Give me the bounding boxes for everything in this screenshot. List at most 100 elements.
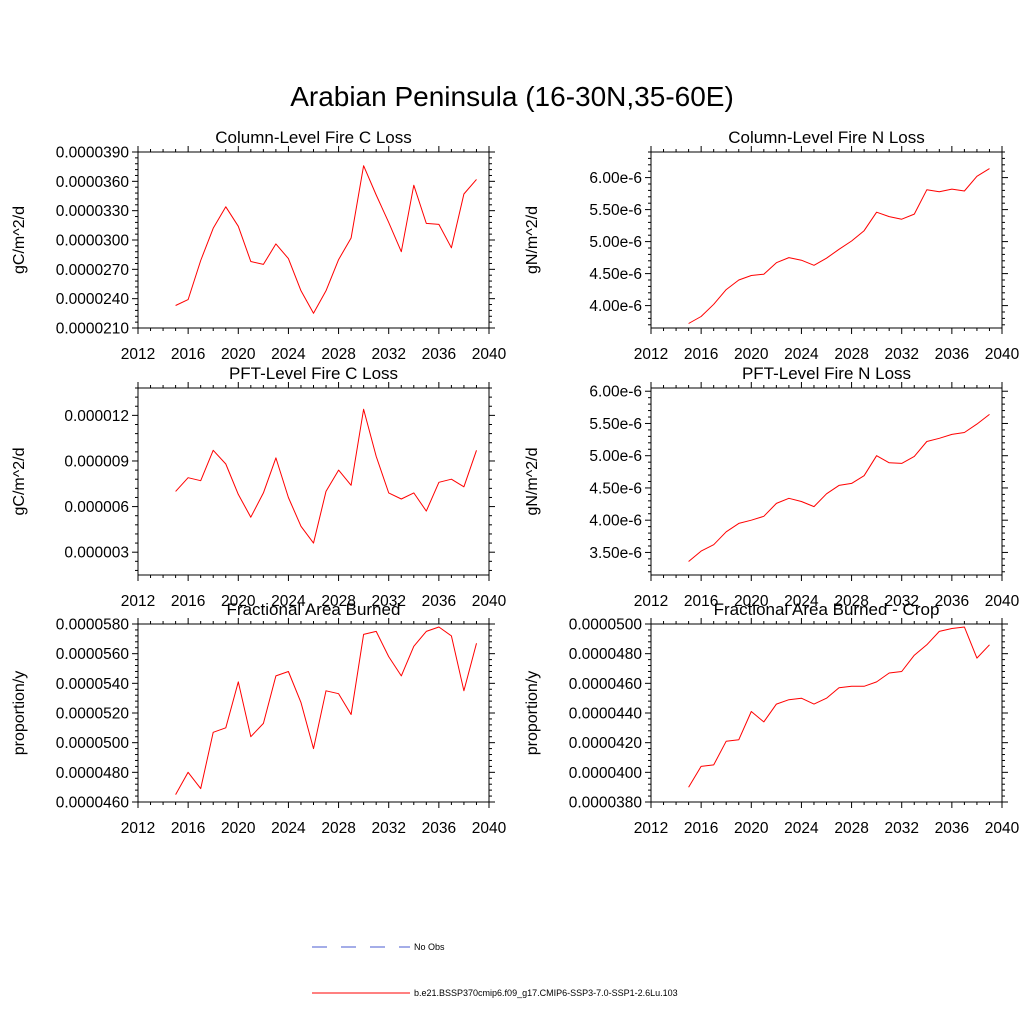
x-tick-label: 2028 bbox=[321, 820, 355, 837]
panels: Column-Level Fire C Loss gC/m^2/d 2012 2016… bbox=[11, 128, 1020, 837]
x-tick-label: 2028 bbox=[834, 346, 868, 363]
x-tick-label: 2016 bbox=[171, 593, 205, 610]
x-tick-label: 2012 bbox=[634, 346, 668, 363]
chart-panel: PFT-Level Fire C Loss gC/m^2/d 2012 2016 202… bbox=[11, 364, 507, 610]
x-tick-label: 2012 bbox=[121, 346, 155, 363]
x-tick-label: 2020 bbox=[221, 346, 256, 363]
x-tick-label: 2040 bbox=[472, 593, 507, 610]
plot-frame bbox=[650, 623, 1003, 803]
plot-frame bbox=[137, 387, 490, 576]
y-axis-label: gC/m^2/d bbox=[11, 448, 28, 516]
x-tick-label: 2032 bbox=[884, 820, 918, 837]
legend-label: b.e21.BSSP370cmip6.f09_g17.CMIP6-SSP3-7.… bbox=[414, 988, 678, 998]
x-tick-label: 2024 bbox=[784, 820, 819, 837]
y-axis-label: proportion/y bbox=[11, 671, 28, 756]
series-line bbox=[688, 168, 990, 324]
y-tick-label: 0.000003 bbox=[64, 545, 129, 562]
y-tick-label: 0.0000300 bbox=[56, 233, 130, 250]
plot-frame bbox=[650, 387, 1003, 576]
plot-frame bbox=[650, 151, 1003, 329]
x-tick-label: 2040 bbox=[985, 820, 1020, 837]
x-tick-label: 2020 bbox=[221, 820, 256, 837]
panel-title: Fractional Area Burned bbox=[227, 600, 401, 619]
y-tick-label: 0.0000420 bbox=[569, 735, 643, 752]
chart-panel: Fractional Area Burned proportion/y 2012 20… bbox=[11, 600, 507, 837]
x-tick-label: 2036 bbox=[935, 593, 969, 610]
y-tick-label: 0.0000390 bbox=[56, 145, 130, 162]
x-tick-label: 2040 bbox=[985, 593, 1020, 610]
chart-panel: PFT-Level Fire N Loss gN/m^2/d 2012 2016 202… bbox=[524, 364, 1020, 610]
plot-frame bbox=[137, 151, 490, 329]
x-tick-label: 2024 bbox=[784, 346, 819, 363]
y-tick-label: 3.50e-6 bbox=[589, 545, 642, 562]
y-tick-label: 0.0000210 bbox=[56, 321, 130, 338]
panel-title: Fractional Area Burned - Crop bbox=[714, 600, 940, 619]
x-tick-label: 2036 bbox=[422, 346, 456, 363]
x-tick-label: 2032 bbox=[371, 346, 405, 363]
panel-title: PFT-Level Fire N Loss bbox=[742, 364, 911, 383]
y-tick-label: 0.0000360 bbox=[56, 174, 130, 191]
x-tick-label: 2036 bbox=[422, 820, 456, 837]
y-tick-label: 5.00e-6 bbox=[589, 234, 642, 251]
y-tick-label: 0.0000580 bbox=[56, 617, 130, 634]
y-tick-label: 5.50e-6 bbox=[589, 416, 642, 433]
chart-panel: Column-Level Fire N Loss gN/m^2/d 2012 2016… bbox=[524, 128, 1020, 363]
y-tick-label: 6.00e-6 bbox=[589, 384, 642, 401]
y-tick-label: 0.0000520 bbox=[56, 706, 130, 723]
y-tick-label: 0.0000540 bbox=[56, 676, 130, 693]
x-tick-label: 2032 bbox=[884, 593, 918, 610]
y-tick-label: 0.0000440 bbox=[569, 706, 643, 723]
y-tick-label: 6.00e-6 bbox=[589, 170, 642, 187]
panel-title: Column-Level Fire C Loss bbox=[215, 128, 412, 147]
y-tick-label: 4.00e-6 bbox=[589, 513, 642, 530]
chart-panel: Fractional Area Burned - Crop proportion/… bbox=[524, 600, 1020, 837]
x-tick-label: 2020 bbox=[221, 593, 256, 610]
x-tick-label: 2016 bbox=[684, 820, 718, 837]
x-tick-label: 2012 bbox=[121, 593, 155, 610]
y-axis-label: gC/m^2/d bbox=[11, 206, 28, 274]
x-tick-label: 2040 bbox=[472, 346, 507, 363]
y-tick-label: 0.0000480 bbox=[56, 765, 130, 782]
y-tick-label: 0.0000480 bbox=[569, 646, 643, 663]
y-tick-label: 5.50e-6 bbox=[589, 202, 642, 219]
y-tick-label: 0.0000240 bbox=[56, 291, 130, 308]
x-tick-label: 2012 bbox=[634, 593, 668, 610]
series-line bbox=[175, 165, 477, 314]
y-tick-label: 0.0000330 bbox=[56, 203, 130, 220]
series-line bbox=[688, 626, 990, 788]
x-tick-label: 2032 bbox=[884, 346, 918, 363]
y-tick-label: 0.0000560 bbox=[56, 646, 130, 663]
x-tick-label: 2036 bbox=[935, 820, 969, 837]
y-tick-label: 0.0000400 bbox=[569, 765, 643, 782]
x-tick-label: 2028 bbox=[321, 346, 355, 363]
x-tick-label: 2036 bbox=[422, 593, 456, 610]
x-tick-label: 2024 bbox=[271, 346, 306, 363]
y-tick-label: 4.50e-6 bbox=[589, 266, 642, 283]
x-tick-label: 2012 bbox=[634, 820, 668, 837]
y-tick-label: 5.00e-6 bbox=[589, 448, 642, 465]
x-tick-label: 2012 bbox=[121, 820, 155, 837]
x-tick-label: 2020 bbox=[734, 820, 769, 837]
panel-title: PFT-Level Fire C Loss bbox=[229, 364, 398, 383]
x-tick-label: 2024 bbox=[271, 820, 306, 837]
y-tick-label: 4.00e-6 bbox=[589, 298, 642, 315]
y-tick-label: 0.000009 bbox=[64, 453, 129, 470]
x-tick-label: 2036 bbox=[935, 346, 969, 363]
y-tick-label: 0.000006 bbox=[64, 499, 129, 516]
x-tick-label: 2016 bbox=[684, 346, 718, 363]
figure-title: Arabian Peninsula (16-30N,35-60E) bbox=[290, 81, 734, 112]
y-tick-label: 0.000012 bbox=[64, 408, 129, 425]
x-tick-label: 2016 bbox=[684, 593, 718, 610]
y-tick-label: 0.0000270 bbox=[56, 262, 130, 279]
x-tick-label: 2028 bbox=[834, 820, 868, 837]
y-tick-label: 0.0000380 bbox=[569, 795, 643, 812]
x-tick-label: 2024 bbox=[271, 593, 306, 610]
panel-title: Column-Level Fire N Loss bbox=[728, 128, 925, 147]
x-tick-label: 2032 bbox=[371, 593, 405, 610]
y-tick-label: 0.0000500 bbox=[569, 617, 643, 634]
y-tick-label: 0.0000460 bbox=[56, 795, 130, 812]
series-line bbox=[175, 408, 477, 544]
chart-panel: Column-Level Fire C Loss gC/m^2/d 2012 2016… bbox=[11, 128, 507, 363]
x-tick-label: 2032 bbox=[371, 820, 405, 837]
series-line bbox=[175, 626, 477, 795]
